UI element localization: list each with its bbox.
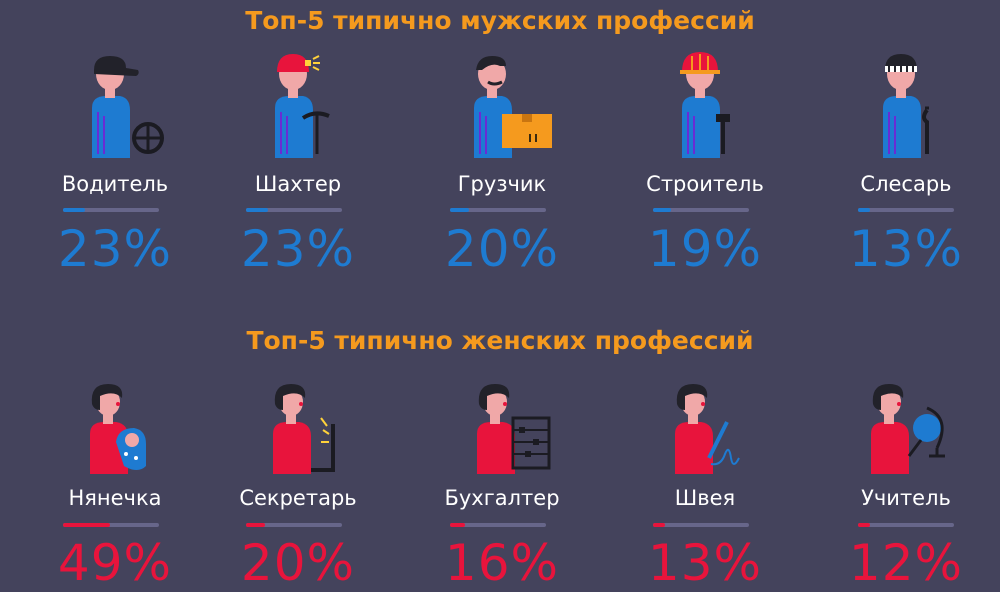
profession-percent: 20% (444, 220, 560, 278)
profession-percent: 12% (848, 534, 964, 592)
profession-label: Строитель (646, 172, 764, 196)
share-bar-track (653, 208, 749, 212)
profession-label: Швея (674, 486, 736, 510)
accountant-icon (477, 384, 551, 474)
profession-label: Секретарь (239, 486, 357, 510)
share-bar-track (450, 208, 546, 212)
miner-icon (275, 54, 330, 158)
share-bar-fill (63, 523, 111, 527)
share-bar-track (246, 523, 342, 527)
share-bar-track (858, 523, 954, 527)
loader-icon (474, 56, 552, 158)
profession-label: Водитель (61, 172, 169, 196)
men-section-title: Топ-5 типично мужских профессий (245, 6, 755, 35)
profession-percent: 13% (647, 534, 763, 592)
share-bar-fill (450, 208, 470, 212)
share-bar-fill (450, 523, 466, 527)
profession-percent: 19% (647, 220, 763, 278)
profession-label: Учитель (861, 486, 951, 510)
share-bar-track (246, 208, 342, 212)
seamstress-icon (675, 384, 740, 474)
profession-percent: 16% (444, 534, 560, 592)
profession-percent: 20% (240, 534, 356, 592)
builder-icon (680, 52, 730, 158)
profession-percent: 23% (240, 220, 356, 278)
share-bar-fill (858, 208, 871, 212)
secretary-icon (273, 384, 335, 474)
locksmith-icon (883, 54, 929, 158)
profession-percent: 49% (57, 534, 173, 592)
profession-label: Грузчик (457, 172, 547, 196)
share-bar-fill (63, 208, 86, 212)
profession-label: Бухгалтер (444, 486, 560, 510)
profession-percent: 13% (848, 220, 964, 278)
profession-label: Шахтер (254, 172, 342, 196)
share-bar-fill (246, 208, 269, 212)
share-bar-fill (858, 523, 870, 527)
profession-label: Нянечка (68, 486, 162, 510)
share-bar-fill (653, 208, 672, 212)
driver-icon (92, 56, 164, 158)
share-bar-fill (653, 523, 666, 527)
profession-percent: 23% (57, 220, 173, 278)
share-bar-track (653, 523, 749, 527)
profession-label: Слесарь (860, 172, 952, 196)
share-bar-fill (246, 523, 266, 527)
nanny-icon (90, 384, 146, 474)
women-section-title: Топ-5 типично женских профессий (246, 326, 754, 355)
share-bar-track (450, 523, 546, 527)
share-bar-track (63, 208, 159, 212)
teacher-icon (871, 384, 945, 474)
share-bar-track (858, 208, 954, 212)
share-bar-track (63, 523, 159, 527)
